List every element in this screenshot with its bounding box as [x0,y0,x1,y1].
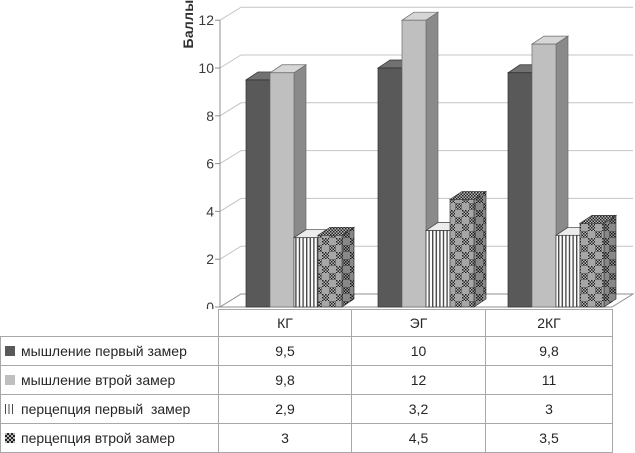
svg-text:6: 6 [206,156,214,172]
bar-checkerboard-ЭГ [448,190,488,308]
value-series3-kg: 2,9 [219,395,352,424]
svg-text:0: 0 [206,299,214,309]
series1-label: мышление первый замер [21,343,187,359]
svg-text:10: 10 [198,60,214,76]
category-header-kg: КГ [219,309,352,337]
bar-chart-3d: 0 2 4 6 8 10 12 [198,6,635,309]
value-series1-kg: 9,5 [219,337,352,366]
bar-vertical-stripes-ЭГ [424,221,464,308]
bar-solid-dark-2КГ [506,64,546,308]
legend-marker-solid-dark-icon [5,346,15,356]
bar-solid-dark-КГ [244,71,284,308]
bar-solid-light-ЭГ [400,11,440,308]
category-header-eg: ЭГ [352,309,486,337]
legend-cell-series3: перцепция первый замер [0,395,219,424]
data-table: КГ ЭГ 2КГ мышление первый замер 9,5 10 9… [0,309,614,453]
value-series4-eg: 4,5 [352,424,486,453]
value-series2-eg: 12 [352,366,486,395]
value-series1-2kg: 9,8 [486,337,613,366]
y-axis-title: Баллы [180,0,196,49]
legend-cell-series2: мышление втрой замер [0,366,219,395]
value-series2-kg: 9,8 [219,366,352,395]
series3-label: перцепция первый замер [21,401,191,417]
series2-label: мышление втрой замер [21,372,176,388]
svg-text:4: 4 [206,203,214,219]
legend-marker-checkerboard-icon [5,433,15,443]
series4-label: перцепция втрой замер [21,430,175,446]
value-series2-2kg: 11 [486,366,613,395]
bar-solid-dark-ЭГ [376,59,416,308]
table-corner-cell [0,309,219,337]
category-header-2kg: 2КГ [486,309,613,337]
bar-solid-light-2КГ [530,35,570,308]
bar-solid-light-КГ [268,64,308,308]
value-series4-2kg: 3,5 [486,424,613,453]
svg-text:8: 8 [206,108,214,124]
value-series3-eg: 3,2 [352,395,486,424]
legend-marker-vertical-stripes-icon [5,404,15,414]
bar-vertical-stripes-КГ [292,229,332,308]
svg-text:2: 2 [206,251,214,267]
bar-vertical-stripes-2КГ [554,226,594,308]
legend-marker-solid-light-icon [5,375,15,385]
legend-cell-series4: перцепция втрой замер [0,424,219,453]
svg-text:12: 12 [198,12,214,28]
value-series3-2kg: 3 [486,395,613,424]
legend-cell-series1: мышление первый замер [0,337,219,366]
value-series4-kg: 3 [219,424,352,453]
bar-checkerboard-2КГ [578,214,618,308]
value-series1-eg: 10 [352,337,486,366]
bar-checkerboard-КГ [316,226,356,308]
